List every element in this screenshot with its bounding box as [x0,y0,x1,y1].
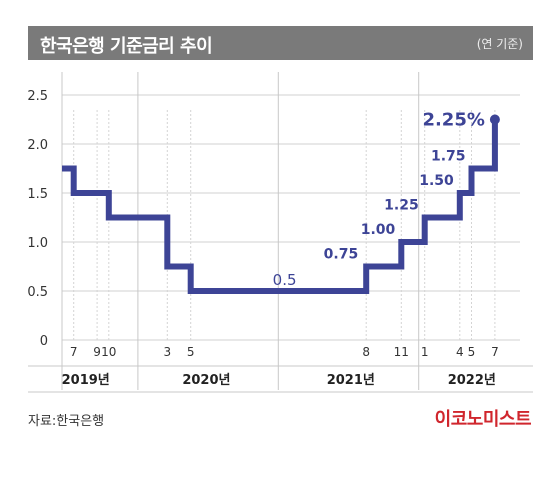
year-label: 2020년 [182,373,230,388]
y-tick-label: 2.0 [27,138,48,153]
data-label: 0.75 [324,247,359,263]
x-tick-label: 11 [394,345,409,359]
x-tick-label: 7 [70,345,78,359]
year-label: 2022년 [448,373,496,388]
source-note: 자료:한국은행 [28,414,105,429]
end-point-marker [489,114,500,125]
page-title: 한국은행 기준금리 추이 [40,36,213,57]
data-label: 1.00 [361,222,396,238]
unit-label: (연 기준) [476,37,523,51]
x-tick-label: 5 [187,345,195,359]
title-bar: 한국은행 기준금리 추이 (연 기준) [28,26,533,60]
y-tick-label: 0 [40,334,48,349]
x-tick-label: 1 [421,345,429,359]
x-tick-label: 5 [468,345,476,359]
y-tick-label: 0.5 [27,285,48,300]
year-label: 2019년 [62,373,110,388]
x-tick-label: 3 [163,345,171,359]
y-tick-label: 1.0 [27,236,48,251]
year-label: 2021년 [327,373,375,388]
data-label: 1.25 [384,198,419,214]
brand-logo: 이코노미스트 [434,409,532,430]
x-tick-label: 7 [491,345,499,359]
y-tick-label: 1.5 [27,187,48,202]
data-label: 2.25% [422,110,484,131]
rate-step-line [62,119,498,294]
data-label: 0.5 [273,271,297,289]
data-label: 1.50 [419,173,454,189]
x-tick-label: 9 [93,345,101,359]
y-tick-label: 2.5 [27,89,48,104]
x-tick-label: 4 [456,345,464,359]
x-tick-label: 10 [101,345,116,359]
data-label: 1.75 [431,149,466,165]
x-tick-label: 8 [362,345,370,359]
